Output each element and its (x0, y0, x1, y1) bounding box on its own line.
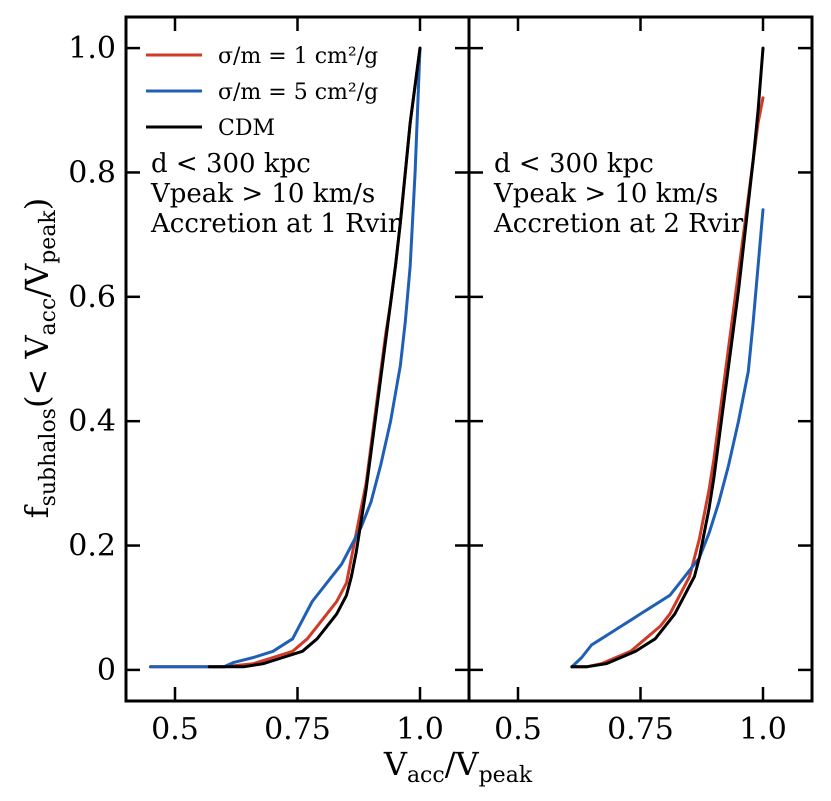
x-label-sub-acc: acc (407, 763, 445, 788)
annotation-left-0: d < 300 kpc (151, 149, 311, 179)
y-axis-label: fsubhalos(< Vacc/Vpeak) (18, 198, 61, 519)
x-tick-label-right-0: 0.5 (494, 712, 542, 747)
y-label-slash: /V (18, 263, 56, 298)
annotation-left-2: Accretion at 1 Rvir (150, 209, 401, 239)
x-tick-label-left-0: 0.5 (151, 712, 199, 747)
panel-left: 0 0.2 0.4 0.6 0.8 1.0 0.5 0.75 1.0 d < 300 kpcVpe… (68, 15, 471, 747)
panel-frame-right (467, 15, 814, 703)
x-tick-label-right-1: 0.75 (607, 712, 674, 747)
x-tick-label-right-2: 1.0 (739, 712, 787, 747)
y-label-sub-peak: peak (36, 210, 61, 264)
annotation-right-2: Accretion at 2 Rvir (493, 209, 744, 239)
y-label-close: ) (18, 198, 56, 210)
x-axis-label: Vacc/Vpeak (383, 745, 533, 788)
legend-label-1: σ/m = 5 cm²/g (218, 80, 378, 105)
y-label-f: f (18, 504, 56, 518)
y-label-open: (< V (18, 335, 56, 408)
x-tick-label-left-1: 0.75 (264, 712, 331, 747)
x-label-v: V (383, 745, 408, 783)
series-line-left-2 (207, 46, 422, 669)
y-label-sub-subhalos: subhalos (36, 408, 61, 506)
annotation-left-1: Vpeak > 10 km/s (150, 179, 375, 209)
x-label-slash: /V (445, 745, 480, 783)
series-line-left-0 (149, 46, 422, 669)
y-label-sub-acc: acc (36, 298, 61, 336)
series-line-right-2 (570, 46, 765, 669)
series-line-left-1 (149, 46, 422, 669)
y-tick-label-1: 0.2 (68, 529, 116, 564)
annotation-right-0: d < 300 kpc (494, 149, 654, 179)
x-label-sub-peak: peak (479, 763, 533, 788)
series-line-right-1 (570, 208, 765, 669)
x-tick-label-left-2: 1.0 (396, 712, 444, 747)
legend: σ/m = 1 cm²/g σ/m = 5 cm²/g CDM (146, 44, 378, 141)
y-tick-label-4: 0.8 (68, 155, 116, 190)
y-tick-label-2: 0.4 (68, 404, 116, 439)
y-tick-label-0: 0 (97, 653, 116, 688)
y-tick-label-5: 1.0 (68, 31, 116, 66)
legend-label-0: σ/m = 1 cm²/g (218, 44, 378, 69)
legend-label-2: CDM (218, 116, 275, 141)
y-tick-label-3: 0.6 (68, 280, 116, 315)
annotation-right-1: Vpeak > 10 km/s (493, 179, 718, 209)
